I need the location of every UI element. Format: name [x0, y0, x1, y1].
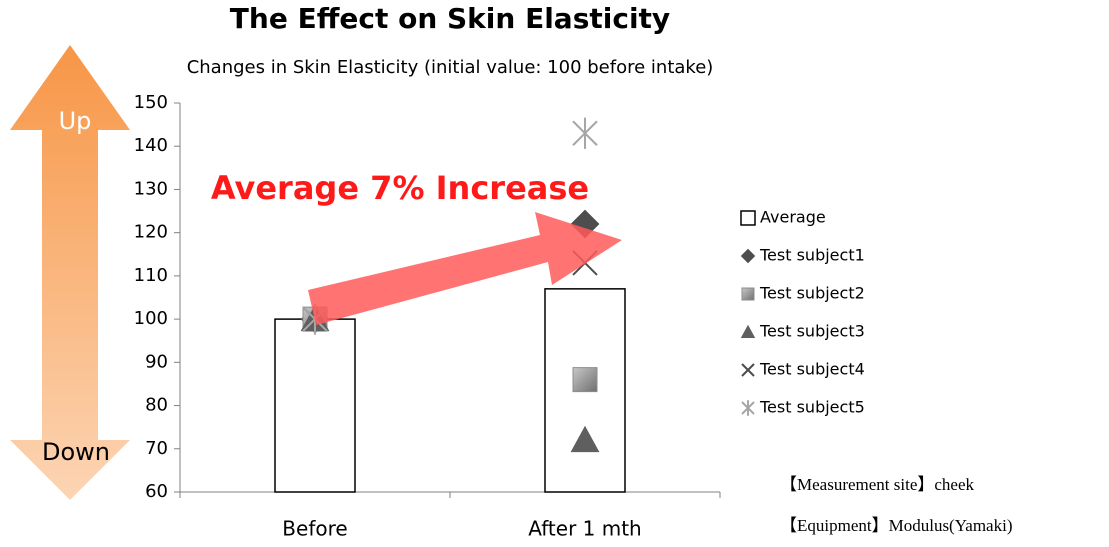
- y-tick-label: 150: [134, 92, 168, 113]
- legend-marker: [741, 400, 755, 416]
- y-tick-label: 140: [134, 135, 168, 156]
- chart-subtitle: Changes in Skin Elasticity (initial valu…: [187, 57, 714, 78]
- down-label: Down: [42, 438, 110, 466]
- scatter-point: [570, 209, 600, 239]
- legend-marker: [740, 210, 756, 226]
- legend-label: Test subject2: [759, 284, 865, 303]
- scatter-point: [572, 117, 598, 149]
- legend-marker: [740, 248, 756, 264]
- y-tick-label: 120: [134, 222, 168, 243]
- legend-marker: [741, 287, 755, 301]
- scatter-point: [570, 425, 600, 453]
- x-tick-label: After 1 mth: [528, 517, 641, 541]
- legend-marker: [740, 324, 756, 338]
- y-tick-label: 60: [145, 481, 168, 502]
- chart-title: The Effect on Skin Elasticity: [230, 2, 670, 35]
- y-tick-label: 100: [134, 308, 168, 329]
- legend-label: Average: [760, 208, 826, 227]
- y-tick-label: 80: [145, 395, 168, 416]
- y-tick-label: 130: [134, 178, 168, 199]
- y-tick-label: 70: [145, 438, 168, 459]
- x-tick-label: Before: [282, 517, 347, 541]
- up-label: Up: [59, 107, 92, 135]
- up-down-arrow: [10, 45, 130, 500]
- scatter-point: [572, 367, 598, 393]
- increase-arrow: [308, 212, 622, 325]
- bar: [274, 318, 356, 493]
- legend-label: Test subject1: [759, 246, 865, 265]
- legend-label: Test subject4: [759, 360, 865, 379]
- increase-label: Average 7% Increase: [211, 169, 589, 207]
- y-tick-label: 90: [145, 351, 168, 372]
- y-tick-label: 110: [134, 265, 168, 286]
- legend-label: Test subject5: [759, 398, 865, 417]
- site-note: 【Measurement site】cheek: [780, 475, 975, 494]
- legend-marker: [741, 363, 755, 377]
- legend-label: Test subject3: [759, 322, 865, 341]
- equipment-note: 【Equipment】Modulus(Yamaki): [780, 516, 1013, 535]
